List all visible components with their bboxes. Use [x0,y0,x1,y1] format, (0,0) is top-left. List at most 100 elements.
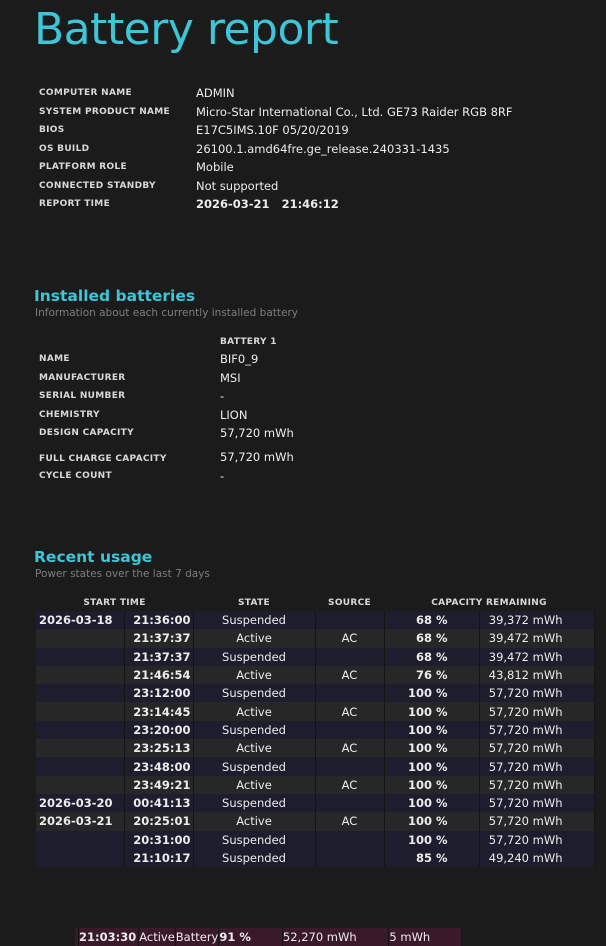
usage-row: 23:49:21 Active AC 100 % 57,720 mWh [36,775,595,794]
system-info-key: CONNECTED STANDBY [39,180,156,191]
battery-info-row: CHEMISTRY LION [39,406,294,425]
usage-time: 21:10:17 [124,848,194,868]
system-info-key: COMPUTER NAME [39,88,132,99]
battery-info-value: - [220,389,225,404]
usage-time: 21:03:30 [78,928,140,946]
system-info-row: OS BUILD 26100.1.amd64fre.ge_release.2403… [39,140,513,159]
usage-time: 21:37:37 [124,629,194,648]
usage-date: 2026-03-21 [36,812,125,831]
battery-info-row: NAME BIF0_9 [39,350,294,369]
usage-state: Active [193,739,316,758]
usage-capacity-mwh: 57,720 mWh [479,684,595,703]
usage-capacity-mwh: 57,720 mWh [479,775,595,794]
usage-capacity-percent: 100 % [384,793,480,813]
usage-state: Suspended [193,830,316,849]
usage-row: 2026-03-21 20:25:01 Active AC 100 % 57,720 mW… [36,812,595,831]
usage-capacity-mwh: 39,472 mWh [479,629,595,648]
usage-time: 23:20:00 [124,720,194,740]
battery-info-row: FULL CHARGE CAPACITY 57,720 mWh [39,443,294,467]
usage-capacity-percent: 68 % [384,611,480,630]
battery-info-row: CYCLE COUNT - [39,467,294,486]
usage-state: Suspended [193,647,316,666]
battery-info-key: NAME [39,354,70,365]
usage-date [36,629,125,648]
usage-capacity-percent: 100 % [384,775,480,794]
system-info-key: OS BUILD [39,143,90,154]
usage-date [36,665,125,685]
battery-header-blank [39,334,220,350]
usage-time: 00:41:13 [124,793,194,813]
usage-capacity-mwh: 57,720 mWh [479,812,595,831]
battery-info-value: BIF0_9 [220,352,259,367]
usage-capacity-mwh: 39,472 mWh [479,647,595,666]
system-info-value: Micro-Star International Co., Ltd. GE73 … [196,104,513,119]
battery-info-value: LION [220,407,248,422]
usage-capacity-percent: 76 % [384,665,480,685]
usage-date [36,739,125,758]
usage-source [315,793,385,813]
usage-capacity-mwh: 57,720 mWh [479,739,595,758]
usage-date [36,775,125,794]
usage-capacity-mwh: 57,720 mWh [479,830,595,849]
usage-capacity-mwh: 57,720 mWh [479,757,595,776]
usage-capacity-mwh: 49,240 mWh [479,848,595,868]
usage-source: AC [315,702,385,721]
system-info-value: 26100.1.amd64fre.ge_release.240331-1435 [196,141,450,156]
installed-batteries-table: BATTERY 1 NAME BIF0_9 MANUFACTURER MSI SER… [39,334,294,485]
usage-source [315,611,385,630]
usage-header-row: START TIME STATE SOURCE CAPACITY REMAINI… [36,594,594,611]
usage-capacity-percent: 100 % [384,684,480,703]
battery-info-value: 57,720 mWh [220,449,294,464]
battery-info-key: CYCLE COUNT [39,470,112,481]
usage-time: 23:25:13 [124,739,194,758]
battery-info-row: DESIGN CAPACITY 57,720 mWh [39,424,294,443]
battery-info-key: FULL CHARGE CAPACITY [39,453,167,464]
usage-capacity-mwh: 43,812 mWh [479,665,595,685]
battery-column-header: BATTERY 1 [220,337,277,347]
usage-state: Active [193,629,316,648]
battery-info-key: DESIGN CAPACITY [39,428,134,439]
usage-source: AC [315,739,385,758]
usage-capacity-percent: 100 % [384,720,480,740]
usage-state: Active [193,812,316,831]
usage-state: Suspended [193,611,316,630]
system-info-row: REPORT TIME 2026-03-21 21:46:12 [39,195,513,214]
usage-capacity-percent: 100 % [384,757,480,776]
system-info-row: CONNECTED STANDBY Not supported [39,177,513,196]
usage-source: AC [315,629,385,648]
recent-usage-table: START TIME STATE SOURCE CAPACITY REMAINI… [36,594,595,946]
system-info-value: ADMIN [196,86,235,101]
usage-capacity-percent: 68 % [384,629,480,648]
usage-time: 23:14:45 [124,702,194,721]
usage-capacity-percent: 100 % [384,739,480,758]
usage-source: AC [315,812,385,831]
recent-usage-subheading: Power states over the last 7 days [35,568,210,580]
system-info-value: Not supported [196,178,279,193]
state-header: STATE [238,597,270,608]
recent-usage-heading: Recent usage [34,548,153,566]
system-info-key: PLATFORM ROLE [39,162,127,173]
usage-row: 2026-03-20 00:41:13 Suspended 100 % 57,720 m… [36,793,595,813]
usage-row: 21:46:54 Active AC 76 % 43,812 mWh [36,665,595,685]
usage-capacity-percent: 68 % [384,647,480,666]
usage-row: 20:31:00 Suspended 100 % 57,720 mWh [36,830,595,849]
battery-header-row: BATTERY 1 [39,334,294,350]
system-info-key: SYSTEM PRODUCT NAME [39,106,170,117]
usage-row: 21:37:37 Suspended 68 % 39,472 mWh [36,647,595,666]
system-info-row: SYSTEM PRODUCT NAME Micro-Star Internatio… [39,103,513,122]
usage-row: 23:14:45 Active AC 100 % 57,720 mWh [36,702,595,721]
usage-source [315,684,385,703]
usage-time: 20:31:00 [124,830,194,849]
page-title: Battery report [34,4,339,55]
system-info-table: COMPUTER NAME ADMIN SYSTEM PRODUCT NAME Mi… [39,84,513,214]
usage-source [315,848,385,868]
system-info-row: BIOS E17C5IMS.10F 05/20/2019 [39,121,513,140]
battery-info-key: MANUFACTURER [39,372,126,383]
system-info-value: E17C5IMS.10F 05/20/2019 [196,123,349,138]
usage-time: 21:36:00 [124,611,194,630]
usage-capacity-mwh: 57,720 mWh [479,702,595,721]
usage-row: 21:10:17 Suspended 85 % 49,240 mWh [36,848,595,868]
usage-date [36,702,125,721]
usage-state: Suspended [193,793,316,813]
battery-info-row: MANUFACTURER MSI [39,369,294,388]
